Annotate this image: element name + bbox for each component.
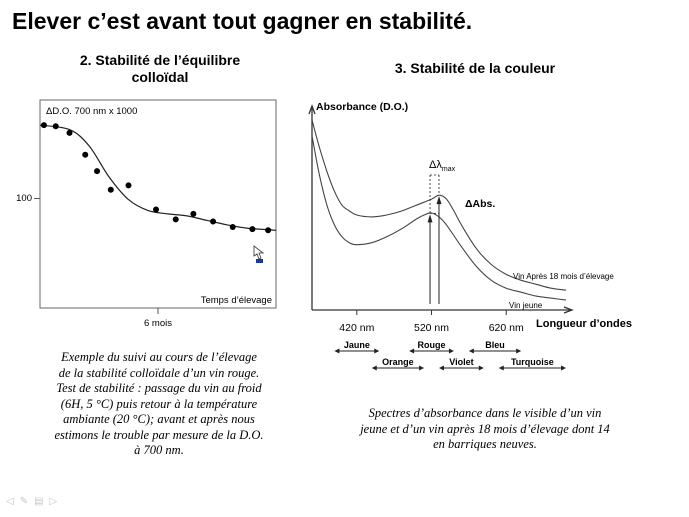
x-tick-label: 420 nm: [339, 322, 374, 334]
slide-title: Elever c’est avant tout gagner en stabil…: [12, 8, 473, 34]
colloidal-stability-title: 2. Stabilité de l’équilibre colloïdal: [40, 52, 280, 86]
slideshow-toolbar: ◁ ✎ ▤ ▷: [6, 496, 57, 507]
svg-text:Turquoise: Turquoise: [511, 357, 554, 367]
y-axis-label: ΔD.O. 700 nm x 1000: [46, 106, 137, 117]
pen-icon[interactable]: ✎: [19, 496, 29, 507]
lambda-max-young-arrowhead: [427, 214, 433, 223]
data-point: [66, 129, 73, 136]
colloidal-stability-title-line2: colloïdal: [131, 69, 189, 85]
data-point: [265, 227, 272, 234]
color-band: Orange: [371, 357, 425, 371]
caption-line: estimons le trouble par mesure de la D.O…: [54, 427, 264, 442]
color-stability-title: 3. Stabilité de la couleur: [394, 60, 556, 76]
colloidal-stability-title-line1: 2. Stabilité de l’équilibre: [79, 52, 241, 68]
caption-line: (6H, 5 °C) puis retour à la température: [60, 396, 258, 411]
caption-line: de la stabilité colloïdale d’un vin roug…: [58, 365, 260, 380]
lambda-max-aged-arrowhead: [436, 196, 442, 205]
color-band: Bleu: [468, 340, 522, 354]
color-stability-caption: Spectres d’absorbance dans le visible d’…: [330, 406, 640, 453]
x-axis-label: Longueur d’ondes: [536, 318, 632, 330]
mouse-cursor-icon: [253, 245, 265, 263]
data-point: [125, 182, 132, 189]
data-point: [40, 122, 47, 129]
data-point: [94, 168, 101, 175]
data-point: [172, 216, 179, 223]
x-tick-label: 620 nm: [489, 322, 524, 334]
color-band: Violet: [439, 357, 484, 371]
caption-line: jeune et d’un vin après 18 mois d’élevag…: [360, 421, 610, 436]
caption-line: Test de stabilité : passage du vin au fr…: [56, 381, 262, 395]
data-point: [249, 226, 256, 233]
color-band: Jaune: [334, 340, 380, 354]
data-point: [107, 186, 114, 193]
svg-text:Orange: Orange: [382, 357, 414, 367]
caption-line: ambiante (20 °C); avant et après nous: [63, 412, 255, 426]
menu-icon[interactable]: ▤: [34, 496, 44, 507]
svg-text:Bleu: Bleu: [485, 340, 505, 350]
caption-line: en barriques neuves.: [433, 437, 537, 451]
svg-text:Violet: Violet: [449, 357, 473, 367]
data-point: [210, 218, 217, 225]
data-point: [153, 206, 160, 213]
previous-slide-icon[interactable]: ◁: [6, 496, 14, 507]
series-young-wine-label: Vin jeune: [509, 301, 543, 310]
x-axis-arrow: [563, 306, 574, 314]
data-point: [52, 123, 59, 130]
y-axis-arrow: [308, 104, 316, 115]
x-tick-label: 6 mois: [144, 318, 172, 329]
data-point: [229, 223, 236, 230]
x-axis-label: Temps d’élevage: [201, 295, 272, 306]
y-tick-label: 100: [16, 193, 32, 204]
color-band: Turquoise: [498, 357, 566, 371]
y-axis-label: Absorbance (D.O.): [316, 101, 408, 113]
caption-line: Spectres d’absorbance dans le visible d’…: [368, 406, 602, 420]
trend-curve: [39, 124, 277, 231]
caption-line: à 700 nm.: [134, 443, 184, 457]
svg-text:Jaune: Jaune: [344, 340, 370, 350]
delta-lambda-max-label: Δλmax: [429, 159, 456, 173]
color-band: Rouge: [409, 340, 454, 354]
x-tick-label: 520 nm: [414, 322, 449, 334]
caption-line: Exemple du suivi au cours de l’élevage: [61, 350, 257, 364]
next-slide-icon[interactable]: ▷: [49, 496, 58, 507]
colloidal-stability-caption: Exemple du suivi au cours de l’élevage d…: [34, 350, 284, 459]
x-ticks: 420 nm 520 nm 620 nm: [339, 310, 524, 334]
series-young-wine-line: [311, 135, 567, 301]
data-points: [40, 122, 272, 234]
series-aged-wine-line: [311, 119, 567, 291]
delta-abs-label: ΔAbs.: [465, 198, 495, 210]
data-point: [190, 210, 197, 217]
data-point: [82, 151, 89, 158]
svg-text:Rouge: Rouge: [418, 340, 446, 350]
series-aged-wine-label: Vin Après 18 mois d’élevage: [513, 272, 614, 281]
